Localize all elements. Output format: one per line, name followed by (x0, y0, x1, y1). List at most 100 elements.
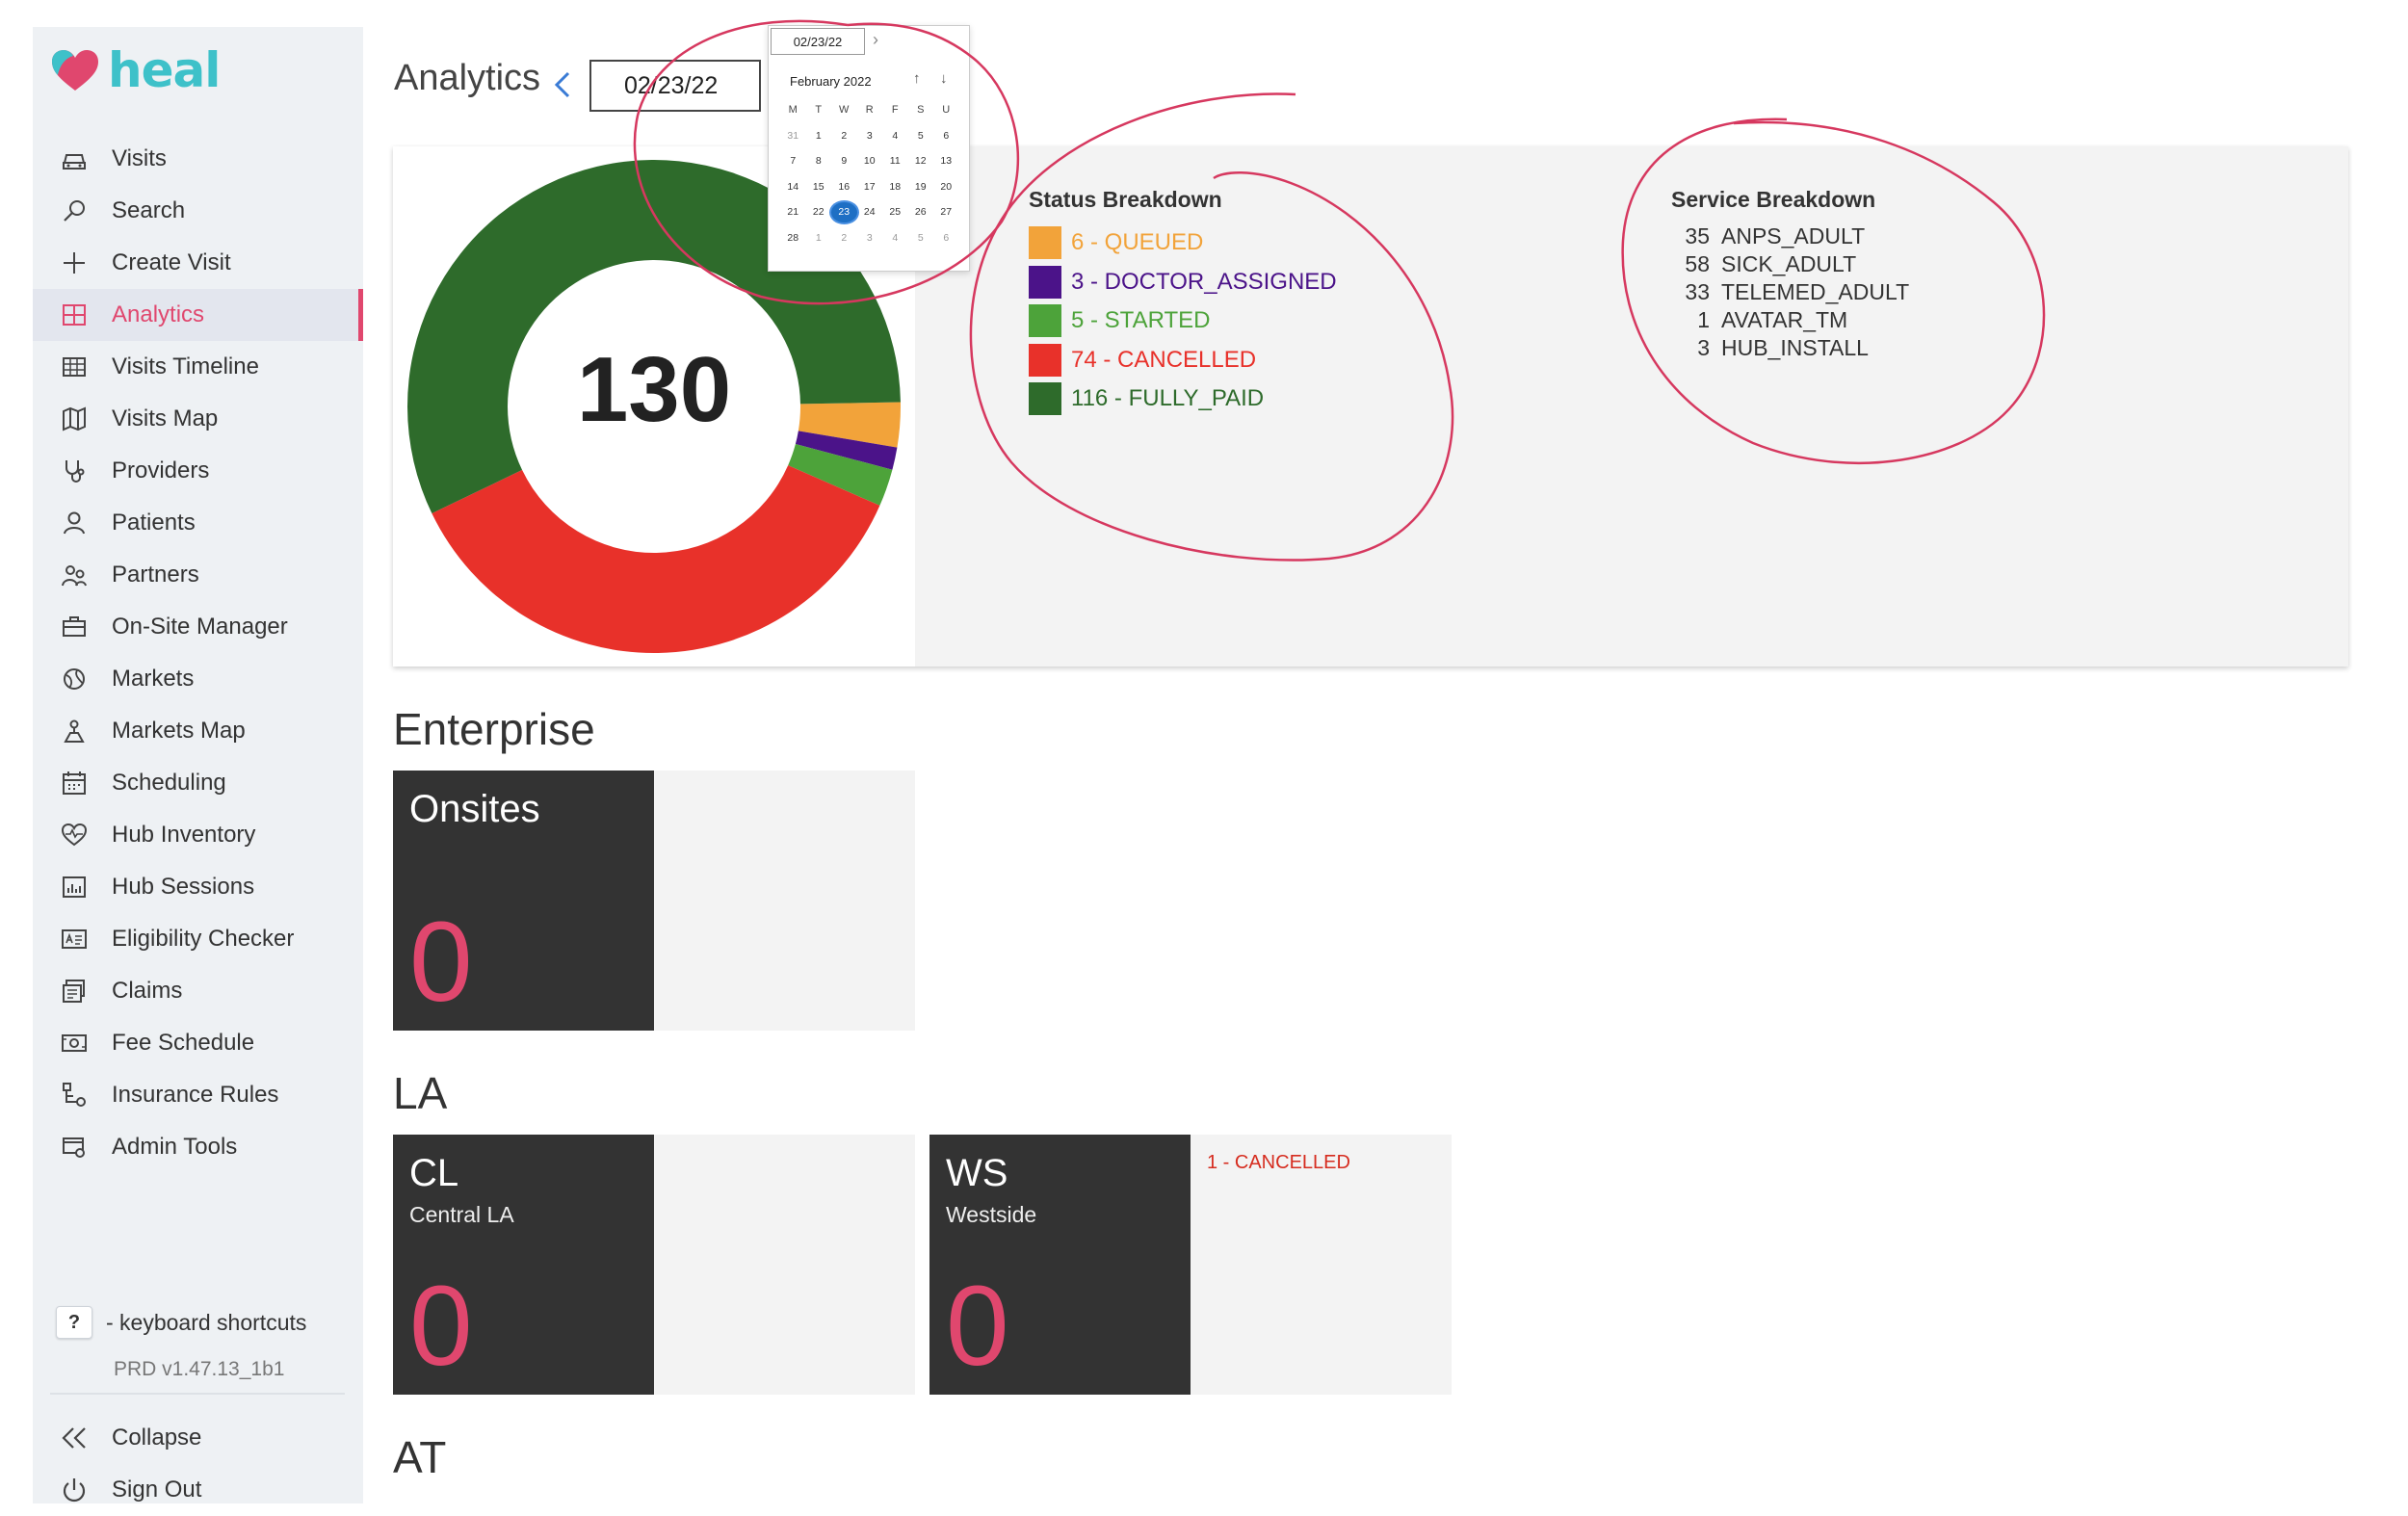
calendar-day[interactable]: 5 (917, 231, 924, 244)
status-legend-label: 3 - DOCTOR_ASSIGNED (1071, 268, 1337, 295)
calendar-day[interactable]: 2 (841, 129, 848, 142)
sidebar-item-label: Hub Inventory (112, 822, 256, 848)
calendar-day[interactable]: 9 (841, 155, 848, 168)
sidebar-item-hub-inventory[interactable]: Hub Inventory (33, 809, 363, 861)
status-legend-item: 3 - DOCTOR_ASSIGNED (1029, 265, 1337, 299)
service-count: 33 (1685, 278, 1710, 304)
shortcut-key: ? (56, 1306, 92, 1339)
claims-icon (58, 975, 91, 1007)
map-icon (58, 403, 91, 435)
sidebar-item-markets[interactable]: Markets (33, 653, 363, 705)
market-card: WS Westside 0 1 - CANCELLED (929, 1135, 1452, 1395)
chevron-right-icon[interactable]: › (873, 30, 878, 49)
calendar-day[interactable]: 24 (863, 206, 876, 219)
service-count: 35 (1685, 222, 1710, 248)
calendar-day[interactable]: 17 (863, 180, 876, 193)
calendar-day[interactable]: 23 (831, 201, 857, 222)
logo-text: heal (108, 42, 221, 98)
arrow-up-icon[interactable]: ↑ (913, 70, 921, 87)
calendar-day[interactable]: 3 (866, 231, 873, 244)
calendar-day[interactable]: 14 (787, 180, 799, 193)
service-name: SICK_ADULT (1721, 250, 1857, 276)
calendar-day[interactable]: 6 (943, 231, 950, 244)
sidebar-item-partners[interactable]: Partners (33, 549, 363, 601)
sidebar-item-create-visit[interactable]: Create Visit (33, 237, 363, 289)
calendar-day[interactable]: 11 (889, 155, 901, 168)
calendar-day[interactable]: 25 (889, 206, 902, 219)
calendar-day[interactable]: 27 (940, 206, 953, 219)
calendar-day[interactable]: 20 (940, 180, 953, 193)
sign-out-button[interactable]: Sign Out (33, 1464, 363, 1516)
sidebar-item-label: Scheduling (112, 770, 226, 796)
sidebar-item-visits-timeline[interactable]: Visits Timeline (33, 341, 363, 393)
sidebar-item-label: Create Visit (112, 249, 231, 275)
calendar-day[interactable]: 3 (866, 129, 873, 142)
calendar-day[interactable]: 1 (815, 129, 822, 142)
sidebar-item-insurance-rules[interactable]: Insurance Rules (33, 1069, 363, 1121)
calendar-day[interactable]: 2 (841, 231, 848, 244)
status-legend-label: 5 - STARTED (1071, 307, 1211, 333)
market-card-tile[interactable]: CL Central LA 0 (393, 1135, 654, 1395)
sidebar-item-claims[interactable]: Claims (33, 965, 363, 1017)
sidebar-item-patients[interactable]: Patients (33, 497, 363, 549)
calendar-day[interactable]: 28 (787, 231, 799, 244)
summary-panel: 130 Status Breakdown 6 - QUEUED 3 - DOCTO… (393, 146, 2348, 667)
calendar-day[interactable]: 12 (914, 155, 927, 168)
sidebar-item-scheduling[interactable]: Scheduling (33, 757, 363, 809)
market-card-tile[interactable]: Onsites 0 (393, 771, 654, 1031)
service-name: AVATAR_TM (1721, 306, 1848, 332)
sidebar-item-search[interactable]: Search (33, 185, 363, 237)
calendar-day[interactable]: 18 (889, 180, 902, 193)
section-title-la: LA (393, 1068, 448, 1118)
calendar-day[interactable]: 13 (940, 155, 953, 168)
sidebar-item-providers[interactable]: Providers (33, 445, 363, 497)
service-name: TELEMED_ADULT (1721, 278, 1910, 304)
admin-icon (58, 1131, 91, 1163)
calendar-day[interactable]: 31 (787, 129, 799, 142)
calendar-day[interactable]: 1 (815, 231, 822, 244)
datepicker-input[interactable]: 02/23/22 (771, 28, 865, 55)
section-title-enterprise: Enterprise (393, 704, 595, 754)
previous-date-button[interactable] (549, 65, 578, 104)
service-row: 1 AVATAR_TM (1671, 306, 1847, 333)
double-chevron-left-icon (58, 1422, 91, 1454)
calendar-day[interactable]: 26 (914, 206, 927, 219)
sidebar-item-eligibility-checker[interactable]: Eligibility Checker (33, 913, 363, 965)
calendar-day[interactable]: 4 (892, 231, 899, 244)
calendar-day[interactable]: 16 (838, 180, 851, 193)
calendar-day[interactable]: 6 (943, 129, 950, 142)
heal-logo[interactable]: heal (50, 37, 221, 104)
donut-slice-started (788, 444, 893, 506)
collapse-button[interactable]: Collapse (33, 1412, 363, 1464)
sidebar-item-on-site-manager[interactable]: On-Site Manager (33, 601, 363, 653)
sidebar-item-admin-tools[interactable]: Admin Tools (33, 1121, 363, 1173)
globe-icon (58, 663, 91, 695)
page-title: Analytics (394, 58, 541, 98)
total-count: 130 (576, 338, 732, 441)
calendar-day[interactable]: 22 (812, 206, 824, 219)
calendar-day[interactable]: 10 (863, 155, 876, 168)
calendar-day[interactable]: 8 (815, 155, 822, 168)
bar-chart-icon (58, 871, 91, 903)
arrow-down-icon[interactable]: ↓ (940, 70, 948, 87)
calendar-day[interactable]: 19 (914, 180, 927, 193)
calendar-day[interactable]: 7 (790, 155, 797, 168)
calendar-day[interactable]: 15 (812, 180, 824, 193)
calendar-day[interactable]: 5 (917, 129, 924, 142)
date-input[interactable]: 02/23/22 (589, 60, 761, 112)
sidebar-item-visits-map[interactable]: Visits Map (33, 393, 363, 445)
keyboard-shortcuts[interactable]: ? - keyboard shortcuts (56, 1306, 306, 1339)
calendar-weekday: F (891, 104, 899, 117)
calendar-day[interactable]: 21 (787, 206, 799, 219)
sidebar-item-analytics[interactable]: Analytics (33, 289, 363, 341)
sidebar-item-label: Markets (112, 666, 195, 692)
status-color-swatch (1029, 304, 1061, 337)
sidebar-item-markets-map[interactable]: Markets Map (33, 705, 363, 757)
sidebar-item-label: Partners (112, 562, 199, 588)
sidebar-item-visits[interactable]: Visits (33, 133, 363, 185)
money-icon (58, 1027, 91, 1059)
market-card-tile[interactable]: WS Westside 0 (929, 1135, 1191, 1395)
sidebar-item-hub-sessions[interactable]: Hub Sessions (33, 861, 363, 913)
calendar-day[interactable]: 4 (892, 129, 899, 142)
sidebar-item-fee-schedule[interactable]: Fee Schedule (33, 1017, 363, 1069)
